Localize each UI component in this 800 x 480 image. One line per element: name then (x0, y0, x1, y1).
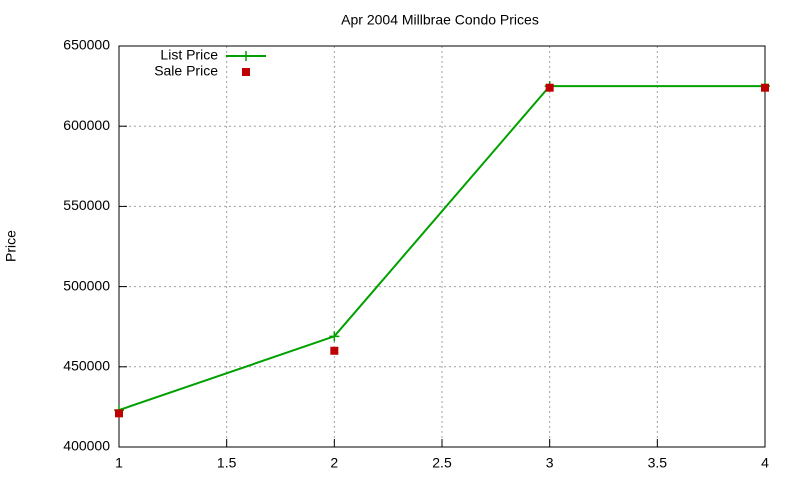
x-tick-label: 1 (115, 455, 123, 471)
x-tick-label: 3 (546, 455, 554, 471)
chart-title: Apr 2004 Millbrae Condo Prices (341, 12, 539, 28)
x-tick-label: 3.5 (648, 455, 668, 471)
y-tick-label: 550000 (63, 197, 110, 213)
plot-frame (118, 45, 766, 448)
y-tick-label: 400000 (63, 438, 110, 454)
legend-label: Sale Price (154, 63, 218, 79)
data-point (761, 83, 769, 92)
data-point (115, 409, 123, 418)
data-point (329, 331, 340, 342)
y-axis-label: Price (3, 230, 19, 262)
data-point (545, 83, 554, 92)
y-tick-label: 650000 (63, 37, 110, 53)
legend-marker (241, 51, 251, 61)
x-tick-label: 2.5 (432, 455, 452, 471)
y-tick-label: 600000 (63, 117, 110, 133)
legend-marker (242, 68, 250, 76)
x-tick-label: 1.5 (217, 455, 237, 471)
x-tick-label: 2 (330, 455, 338, 471)
x-tick-label: 4 (761, 455, 769, 471)
y-tick-label: 500000 (63, 277, 110, 293)
y-tick-label: 450000 (63, 358, 110, 374)
series-line (118, 85, 765, 412)
data-point (330, 346, 339, 355)
legend-label: List Price (160, 47, 218, 63)
